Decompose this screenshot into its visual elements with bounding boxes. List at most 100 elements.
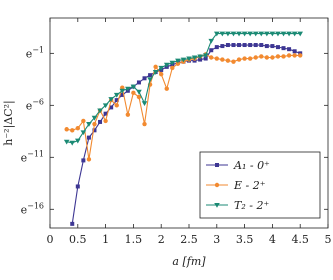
marker — [164, 86, 169, 91]
x-tick-label: 5 — [325, 233, 332, 246]
marker — [275, 54, 281, 59]
x-tick-label: 0.5 — [69, 233, 87, 246]
marker — [70, 128, 75, 133]
marker — [291, 31, 298, 37]
x-tick-label: 1.5 — [125, 233, 143, 246]
marker — [191, 55, 198, 61]
marker — [214, 56, 219, 61]
marker — [136, 80, 141, 85]
marker — [242, 56, 247, 61]
y-tick-label: e−6 — [26, 97, 44, 112]
marker — [237, 43, 242, 48]
marker — [270, 55, 275, 60]
marker — [97, 108, 103, 114]
marker — [91, 115, 98, 121]
marker — [209, 55, 214, 60]
marker — [215, 163, 219, 167]
marker — [113, 92, 120, 98]
marker — [69, 140, 76, 146]
marker — [163, 62, 170, 68]
marker — [102, 103, 109, 109]
marker — [130, 84, 137, 90]
marker — [231, 43, 236, 48]
marker — [75, 138, 81, 144]
marker — [136, 94, 142, 100]
marker — [252, 31, 259, 37]
marker — [153, 64, 158, 70]
marker — [292, 49, 297, 54]
x-tick-label: 4.5 — [291, 233, 309, 246]
marker — [209, 48, 214, 53]
marker — [86, 135, 91, 140]
marker — [198, 57, 203, 62]
marker — [275, 45, 280, 50]
marker — [142, 76, 147, 81]
marker — [264, 44, 269, 49]
marker — [270, 44, 275, 49]
marker — [214, 203, 220, 208]
y-tick-label: e−16 — [21, 201, 44, 216]
marker — [231, 59, 236, 64]
marker — [98, 119, 103, 124]
marker — [81, 158, 86, 163]
marker — [152, 70, 159, 75]
legend: A₁ - 0⁺ E - 2⁺ T₂ - 2⁺ — [199, 151, 321, 219]
marker — [281, 54, 286, 59]
marker — [286, 31, 292, 37]
marker — [292, 53, 297, 58]
legend-label: T₂ - 2⁺ — [234, 199, 269, 212]
marker — [202, 53, 209, 59]
marker — [114, 103, 119, 108]
marker — [114, 98, 119, 103]
marker — [242, 43, 247, 48]
marker — [120, 92, 125, 97]
marker — [142, 121, 147, 127]
marker — [258, 31, 265, 37]
x-tick-label: 3.5 — [236, 233, 254, 246]
marker — [298, 53, 303, 58]
marker — [219, 31, 226, 37]
marker — [214, 182, 220, 188]
marker — [220, 44, 225, 49]
marker — [86, 122, 92, 127]
marker — [230, 31, 237, 37]
marker — [169, 60, 176, 66]
marker — [108, 97, 114, 102]
marker — [81, 118, 86, 124]
marker — [281, 46, 286, 51]
marker — [141, 101, 148, 107]
marker — [286, 53, 292, 58]
marker — [125, 112, 131, 117]
marker — [269, 31, 276, 37]
y-tick-label: e−11 — [21, 149, 44, 164]
marker — [80, 130, 87, 136]
marker — [259, 54, 264, 59]
marker — [119, 88, 126, 94]
x-tick-label: 1 — [102, 233, 109, 246]
marker — [103, 111, 108, 116]
marker — [103, 118, 108, 124]
marker — [264, 31, 270, 37]
marker — [214, 45, 219, 50]
marker — [275, 31, 281, 37]
marker — [159, 71, 164, 77]
marker — [208, 38, 215, 44]
marker — [175, 61, 181, 66]
marker — [220, 57, 225, 62]
marker — [175, 58, 181, 64]
x-tick-label: 3 — [213, 233, 220, 246]
marker — [125, 86, 131, 92]
marker — [247, 31, 253, 37]
marker — [197, 54, 203, 60]
marker — [75, 126, 81, 131]
marker — [92, 128, 97, 133]
marker — [180, 57, 187, 63]
marker — [225, 31, 231, 37]
marker — [63, 139, 70, 145]
marker — [264, 55, 270, 60]
marker — [170, 65, 175, 71]
x-tick-label: 0 — [47, 233, 54, 246]
marker — [92, 121, 97, 127]
marker — [248, 43, 253, 48]
